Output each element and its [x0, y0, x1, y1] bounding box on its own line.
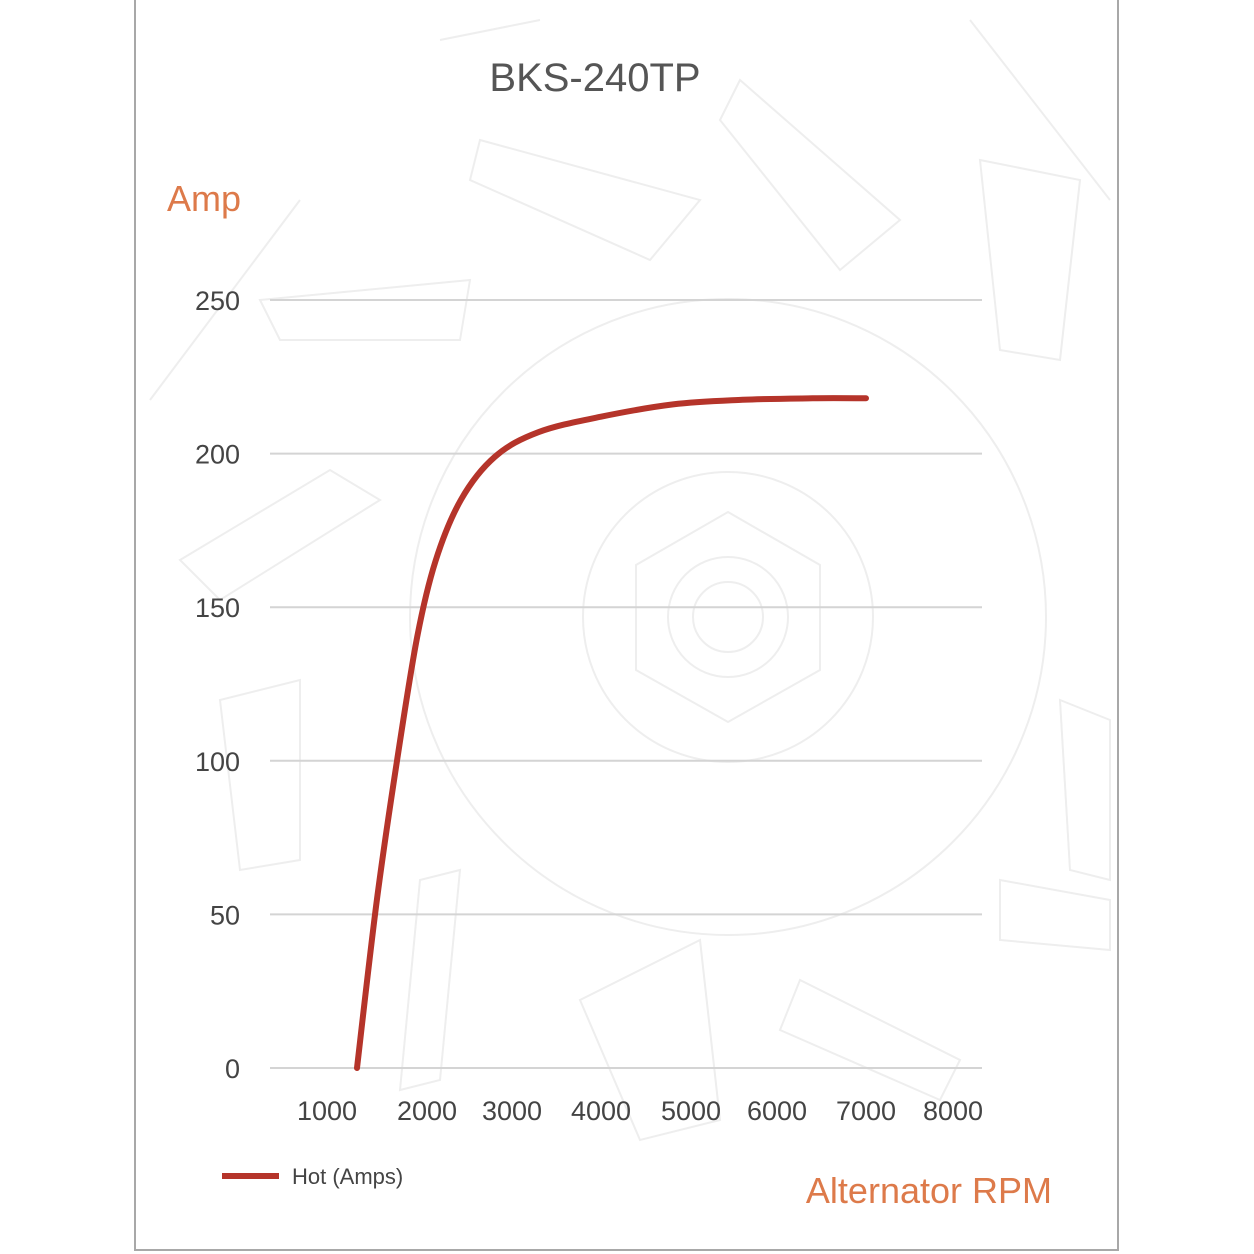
legend: Hot (Amps): [222, 1164, 403, 1189]
x-tick-labels: 1000 2000 3000 4000 5000 6000 7000 8000: [297, 1096, 983, 1126]
chart-frame: [134, 0, 1119, 1251]
grid-lines: [270, 299, 982, 1069]
x-tick-label-6000: 6000: [747, 1096, 807, 1126]
x-tick-label-5000: 5000: [661, 1096, 721, 1126]
series-line-hot-amps: [354, 395, 869, 1071]
x-tick-label-7000: 7000: [836, 1096, 896, 1126]
x-tick-label-3000: 3000: [482, 1096, 542, 1126]
y-tick-labels: 0 50 100 150 200 250: [195, 286, 240, 1084]
y-tick-label-50: 50: [210, 900, 240, 930]
y-tick-label-100: 100: [195, 747, 240, 777]
legend-label: Hot (Amps): [292, 1164, 403, 1189]
y-tick-label-250: 250: [195, 286, 240, 316]
y-tick-label-0: 0: [225, 1054, 240, 1084]
y-tick-label-150: 150: [195, 593, 240, 623]
series-layer: [354, 395, 869, 1071]
chart-title: BKS-240TP: [489, 56, 700, 100]
x-axis-title: Alternator RPM: [806, 1170, 1052, 1211]
x-tick-label-2000: 2000: [397, 1096, 457, 1126]
y-axis-title: Amp: [167, 178, 241, 219]
x-tick-label-4000: 4000: [571, 1096, 631, 1126]
y-tick-label-200: 200: [195, 440, 240, 470]
background-illustration: [149, 19, 1111, 1142]
x-tick-label-8000: 8000: [923, 1096, 983, 1126]
x-tick-label-1000: 1000: [297, 1096, 357, 1126]
